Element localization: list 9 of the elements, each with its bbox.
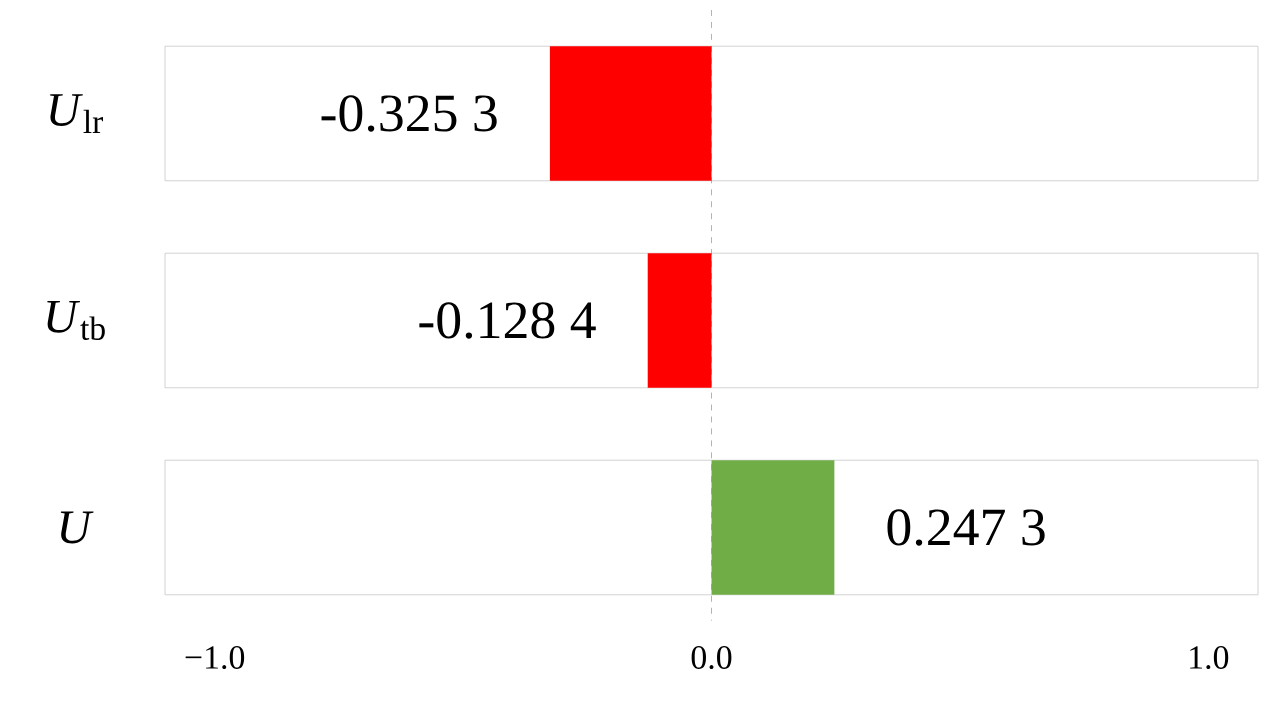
x-tick-label: 1.0: [1190, 646, 1229, 670]
x-tick-label: −1.0: [185, 646, 245, 670]
data-label: -0.325 3: [321, 95, 497, 132]
y-tick-label: U$_{lr}$: [50, 94, 103, 133]
y-tick-label: U$_{tb}$: [47, 300, 105, 341]
data-label: 0.247 3: [887, 509, 1045, 546]
x-tick-label: 0.0: [691, 646, 732, 670]
y-tick-label: U: [60, 511, 94, 544]
data-label: -0.128 4: [419, 302, 596, 339]
